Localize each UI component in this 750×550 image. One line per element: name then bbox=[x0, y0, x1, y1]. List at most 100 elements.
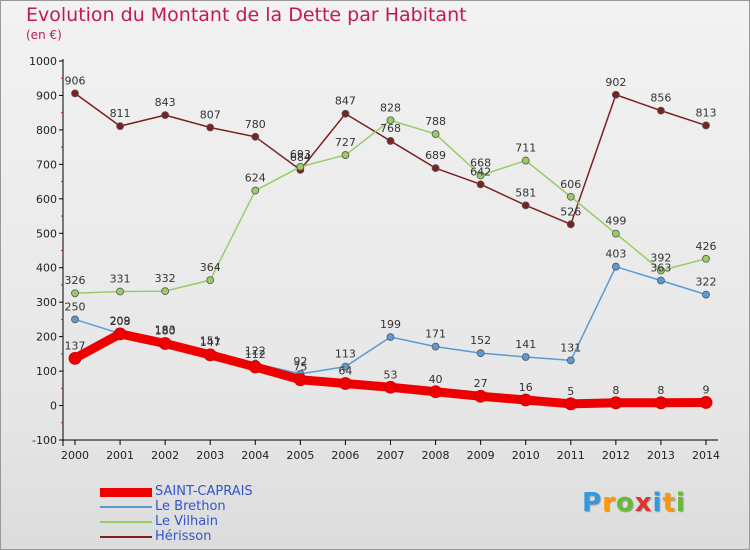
x-tick-label: 2013 bbox=[647, 449, 675, 462]
data-label-2: 711 bbox=[515, 142, 536, 155]
data-label-0: 9 bbox=[703, 383, 710, 396]
series-point-3 bbox=[161, 111, 170, 119]
chart-subtitle: (en €) bbox=[26, 28, 62, 42]
data-label-1: 113 bbox=[335, 348, 356, 361]
series-point-2 bbox=[296, 162, 305, 171]
data-label-0: 147 bbox=[200, 336, 221, 349]
series-point-0 bbox=[113, 327, 127, 341]
data-label-2: 624 bbox=[245, 172, 266, 185]
logo-letter: o bbox=[615, 488, 635, 518]
x-tick-label: 2011 bbox=[557, 449, 585, 462]
series-point-3 bbox=[71, 89, 79, 98]
series-point-3 bbox=[431, 164, 440, 173]
legend-label: Le Vilhain bbox=[155, 514, 219, 529]
series-point-1 bbox=[386, 333, 395, 341]
data-label-0: 208 bbox=[110, 315, 131, 328]
series-point-2 bbox=[702, 254, 710, 263]
data-label-0: 75 bbox=[293, 361, 307, 374]
data-label-3: 581 bbox=[515, 186, 536, 199]
x-tick-label: 2009 bbox=[467, 449, 495, 462]
data-label-1: 141 bbox=[515, 338, 536, 351]
series-point-2 bbox=[431, 130, 440, 138]
series-point-3 bbox=[521, 201, 530, 210]
data-label-3: 768 bbox=[380, 122, 401, 135]
data-label-2: 392 bbox=[650, 251, 671, 264]
data-label-1: 183 bbox=[155, 323, 176, 336]
data-label-0: 137 bbox=[65, 339, 86, 352]
series-point-3 bbox=[657, 106, 665, 115]
x-tick-label: 2003 bbox=[196, 449, 224, 462]
data-label-1: 151 bbox=[200, 335, 221, 348]
legend-label: SAINT-CAPRAIS bbox=[155, 484, 253, 499]
series-point-1 bbox=[71, 315, 79, 324]
data-label-1: 403 bbox=[605, 248, 626, 261]
series-point-2 bbox=[161, 287, 170, 296]
series-point-2 bbox=[206, 276, 215, 285]
data-label-3: 856 bbox=[650, 92, 671, 105]
series-line-2 bbox=[74, 119, 707, 294]
data-label-3: 684 bbox=[290, 151, 311, 164]
series-point-0 bbox=[609, 396, 623, 410]
series-point-0 bbox=[654, 396, 668, 410]
data-label-0: 180 bbox=[155, 325, 176, 338]
x-tick-label: 2010 bbox=[512, 449, 540, 462]
series-point-3 bbox=[611, 90, 620, 99]
x-tick-label: 2008 bbox=[422, 449, 450, 462]
data-label-2: 332 bbox=[155, 272, 176, 285]
data-label-0: 8 bbox=[657, 384, 664, 397]
legend: SAINT-CAPRAIS Le Brethon Le Vilhain Hérisso… bbox=[100, 484, 400, 544]
legend-item: Le Brethon bbox=[100, 499, 400, 514]
x-tick-label: 2002 bbox=[151, 449, 179, 462]
series-point-0 bbox=[158, 337, 172, 350]
series-point-1 bbox=[657, 276, 665, 285]
data-label-2: 499 bbox=[605, 215, 626, 228]
series-point-2 bbox=[566, 192, 575, 201]
data-label-0: 5 bbox=[567, 385, 574, 398]
series-point-1 bbox=[702, 290, 710, 299]
data-label-2: 828 bbox=[380, 101, 401, 114]
logo-letter: t bbox=[662, 488, 676, 518]
legend-item: Hérisson bbox=[100, 529, 400, 544]
x-tick-label: 2012 bbox=[602, 449, 630, 462]
y-tick-label: 200 bbox=[36, 331, 57, 344]
series-point-3 bbox=[116, 122, 124, 131]
series-point-1 bbox=[611, 262, 620, 271]
data-label-0: 112 bbox=[245, 348, 266, 361]
data-label-1: 250 bbox=[65, 300, 86, 313]
data-label-0: 8 bbox=[612, 384, 619, 397]
series-point-0 bbox=[519, 393, 533, 407]
data-label-3: 813 bbox=[696, 106, 717, 119]
y-tick-label: 1000 bbox=[29, 55, 57, 68]
series-point-3 bbox=[251, 132, 260, 141]
series-point-0 bbox=[564, 397, 578, 411]
data-label-1: 171 bbox=[425, 328, 446, 341]
x-tick-label: 2001 bbox=[106, 449, 134, 462]
series-point-2 bbox=[476, 171, 485, 180]
series-point-2 bbox=[521, 156, 530, 165]
data-label-0: 53 bbox=[384, 368, 398, 381]
series-point-3 bbox=[206, 123, 215, 132]
series-point-3 bbox=[566, 220, 575, 229]
data-label-2: 364 bbox=[200, 261, 221, 274]
series-point-2 bbox=[386, 116, 395, 125]
series-point-1 bbox=[476, 349, 485, 358]
y-tick-label: 400 bbox=[36, 262, 57, 275]
proxiti-logo: Proxiti bbox=[582, 488, 686, 518]
legend-swatch bbox=[100, 536, 152, 538]
y-tick-label: 500 bbox=[36, 227, 57, 240]
series-point-0 bbox=[248, 360, 262, 374]
series-point-0 bbox=[474, 389, 488, 403]
data-label-3: 847 bbox=[335, 95, 356, 108]
legend-swatch bbox=[100, 487, 152, 497]
series-point-3 bbox=[476, 180, 485, 189]
series-point-2 bbox=[657, 266, 665, 275]
data-label-3: 807 bbox=[200, 108, 221, 121]
logo-letter: r bbox=[602, 488, 616, 518]
chart-title: Evolution du Montant de la Dette par Hab… bbox=[26, 4, 467, 26]
series-point-3 bbox=[341, 109, 350, 118]
series-point-2 bbox=[71, 289, 79, 298]
y-tick-label: 700 bbox=[36, 158, 57, 171]
x-tick-label: 2004 bbox=[241, 449, 269, 462]
x-tick-label: 2007 bbox=[377, 449, 405, 462]
